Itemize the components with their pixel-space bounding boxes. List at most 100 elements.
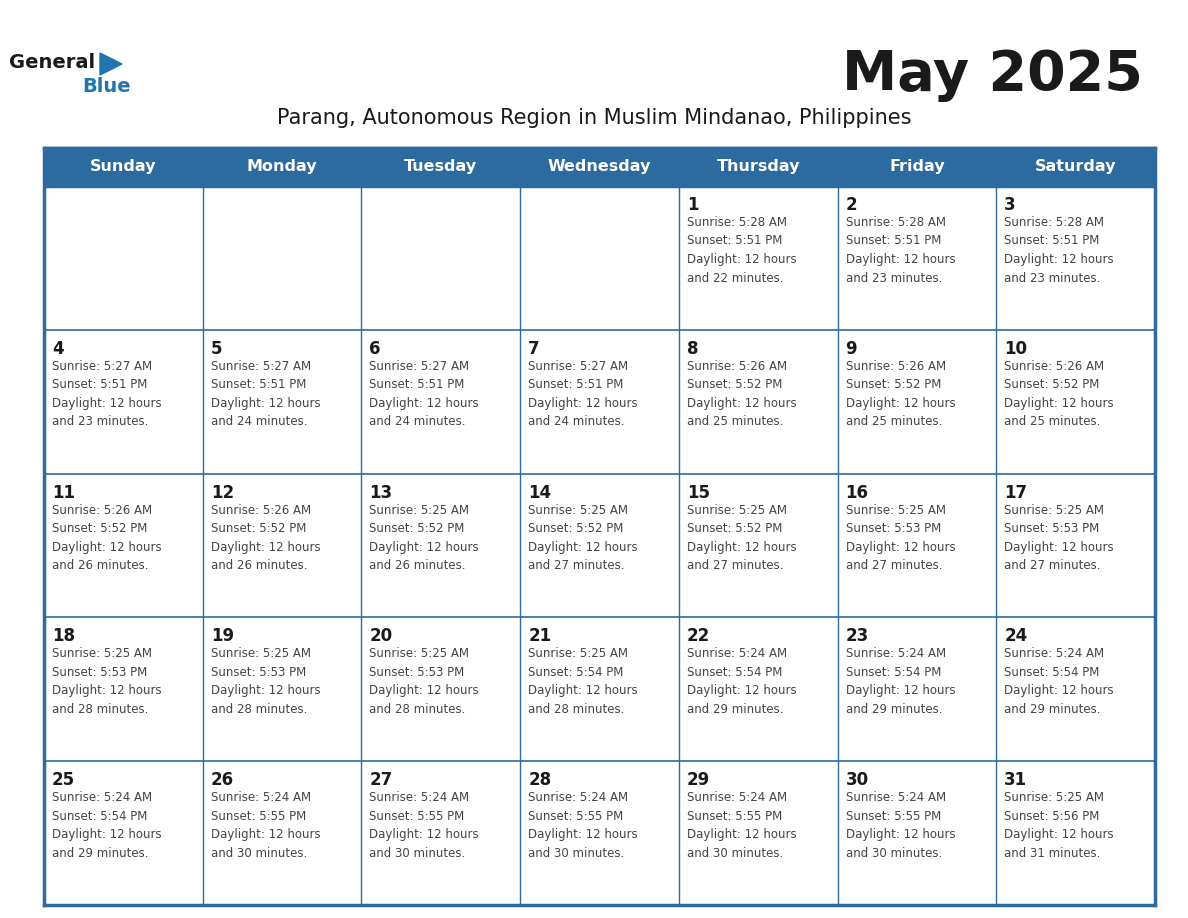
Text: Sunrise: 5:24 AM
Sunset: 5:55 PM
Daylight: 12 hours
and 30 minutes.: Sunrise: 5:24 AM Sunset: 5:55 PM Dayligh… xyxy=(210,791,321,859)
Text: 26: 26 xyxy=(210,771,234,789)
Text: Sunrise: 5:26 AM
Sunset: 5:52 PM
Daylight: 12 hours
and 25 minutes.: Sunrise: 5:26 AM Sunset: 5:52 PM Dayligh… xyxy=(846,360,955,429)
Text: Sunrise: 5:24 AM
Sunset: 5:54 PM
Daylight: 12 hours
and 29 minutes.: Sunrise: 5:24 AM Sunset: 5:54 PM Dayligh… xyxy=(846,647,955,716)
Text: Sunrise: 5:25 AM
Sunset: 5:53 PM
Daylight: 12 hours
and 28 minutes.: Sunrise: 5:25 AM Sunset: 5:53 PM Dayligh… xyxy=(369,647,479,716)
Text: 6: 6 xyxy=(369,340,381,358)
Text: Sunrise: 5:25 AM
Sunset: 5:53 PM
Daylight: 12 hours
and 27 minutes.: Sunrise: 5:25 AM Sunset: 5:53 PM Dayligh… xyxy=(846,504,955,572)
Text: 23: 23 xyxy=(846,627,868,645)
Text: 2: 2 xyxy=(846,196,858,214)
Bar xyxy=(44,618,203,761)
Bar xyxy=(520,618,678,761)
Text: Sunrise: 5:24 AM
Sunset: 5:55 PM
Daylight: 12 hours
and 30 minutes.: Sunrise: 5:24 AM Sunset: 5:55 PM Dayligh… xyxy=(687,791,796,859)
Text: Sunrise: 5:24 AM
Sunset: 5:55 PM
Daylight: 12 hours
and 30 minutes.: Sunrise: 5:24 AM Sunset: 5:55 PM Dayligh… xyxy=(369,791,479,859)
Text: Sunrise: 5:25 AM
Sunset: 5:53 PM
Daylight: 12 hours
and 28 minutes.: Sunrise: 5:25 AM Sunset: 5:53 PM Dayligh… xyxy=(52,647,162,716)
Bar xyxy=(361,186,520,330)
Bar xyxy=(520,148,678,186)
Bar xyxy=(44,330,203,474)
Text: 20: 20 xyxy=(369,627,392,645)
Text: 4: 4 xyxy=(52,340,64,358)
Text: Monday: Monday xyxy=(247,160,317,174)
Text: 3: 3 xyxy=(1004,196,1016,214)
Bar xyxy=(203,618,361,761)
Text: Sunrise: 5:26 AM
Sunset: 5:52 PM
Daylight: 12 hours
and 26 minutes.: Sunrise: 5:26 AM Sunset: 5:52 PM Dayligh… xyxy=(52,504,162,572)
Text: Thursday: Thursday xyxy=(716,160,800,174)
Bar xyxy=(520,761,678,905)
Text: 9: 9 xyxy=(846,340,858,358)
Text: 27: 27 xyxy=(369,771,393,789)
Text: Sunrise: 5:25 AM
Sunset: 5:56 PM
Daylight: 12 hours
and 31 minutes.: Sunrise: 5:25 AM Sunset: 5:56 PM Dayligh… xyxy=(1004,791,1114,859)
Bar xyxy=(203,330,361,474)
Text: Sunrise: 5:24 AM
Sunset: 5:54 PM
Daylight: 12 hours
and 29 minutes.: Sunrise: 5:24 AM Sunset: 5:54 PM Dayligh… xyxy=(1004,647,1114,716)
Text: May 2025: May 2025 xyxy=(842,48,1143,102)
Text: 7: 7 xyxy=(529,340,539,358)
Text: 14: 14 xyxy=(529,484,551,501)
Text: 29: 29 xyxy=(687,771,710,789)
Text: Sunrise: 5:25 AM
Sunset: 5:52 PM
Daylight: 12 hours
and 26 minutes.: Sunrise: 5:25 AM Sunset: 5:52 PM Dayligh… xyxy=(369,504,479,572)
Text: 10: 10 xyxy=(1004,340,1028,358)
Text: 11: 11 xyxy=(52,484,75,501)
Text: Sunrise: 5:24 AM
Sunset: 5:54 PM
Daylight: 12 hours
and 29 minutes.: Sunrise: 5:24 AM Sunset: 5:54 PM Dayligh… xyxy=(687,647,796,716)
Bar xyxy=(203,148,361,186)
Bar xyxy=(203,186,361,330)
Text: Friday: Friday xyxy=(889,160,944,174)
Text: Sunrise: 5:26 AM
Sunset: 5:52 PM
Daylight: 12 hours
and 25 minutes.: Sunrise: 5:26 AM Sunset: 5:52 PM Dayligh… xyxy=(687,360,796,429)
Text: 17: 17 xyxy=(1004,484,1028,501)
Text: 30: 30 xyxy=(846,771,868,789)
Text: Blue: Blue xyxy=(83,77,132,96)
Bar xyxy=(361,148,520,186)
Text: 5: 5 xyxy=(210,340,222,358)
Bar xyxy=(838,761,997,905)
Text: Sunrise: 5:28 AM
Sunset: 5:51 PM
Daylight: 12 hours
and 22 minutes.: Sunrise: 5:28 AM Sunset: 5:51 PM Dayligh… xyxy=(687,216,796,285)
Text: Sunrise: 5:25 AM
Sunset: 5:52 PM
Daylight: 12 hours
and 27 minutes.: Sunrise: 5:25 AM Sunset: 5:52 PM Dayligh… xyxy=(687,504,796,572)
Text: Sunrise: 5:24 AM
Sunset: 5:55 PM
Daylight: 12 hours
and 30 minutes.: Sunrise: 5:24 AM Sunset: 5:55 PM Dayligh… xyxy=(529,791,638,859)
Bar xyxy=(44,761,203,905)
Text: 25: 25 xyxy=(52,771,75,789)
Text: Sunrise: 5:25 AM
Sunset: 5:53 PM
Daylight: 12 hours
and 28 minutes.: Sunrise: 5:25 AM Sunset: 5:53 PM Dayligh… xyxy=(210,647,321,716)
Bar xyxy=(203,474,361,618)
Bar xyxy=(678,761,838,905)
Bar xyxy=(44,148,203,186)
Bar xyxy=(838,330,997,474)
Text: 31: 31 xyxy=(1004,771,1028,789)
Bar xyxy=(838,618,997,761)
Bar xyxy=(361,474,520,618)
Text: Sunrise: 5:27 AM
Sunset: 5:51 PM
Daylight: 12 hours
and 23 minutes.: Sunrise: 5:27 AM Sunset: 5:51 PM Dayligh… xyxy=(52,360,162,429)
Bar xyxy=(520,186,678,330)
Bar xyxy=(678,330,838,474)
Bar xyxy=(361,330,520,474)
Text: 16: 16 xyxy=(846,484,868,501)
Text: Sunrise: 5:27 AM
Sunset: 5:51 PM
Daylight: 12 hours
and 24 minutes.: Sunrise: 5:27 AM Sunset: 5:51 PM Dayligh… xyxy=(210,360,321,429)
Bar xyxy=(361,761,520,905)
Bar xyxy=(520,474,678,618)
Bar xyxy=(678,474,838,618)
Text: Saturday: Saturday xyxy=(1035,160,1117,174)
Polygon shape xyxy=(100,53,122,75)
Text: Sunrise: 5:24 AM
Sunset: 5:54 PM
Daylight: 12 hours
and 29 minutes.: Sunrise: 5:24 AM Sunset: 5:54 PM Dayligh… xyxy=(52,791,162,859)
Text: 1: 1 xyxy=(687,196,699,214)
Text: Sunrise: 5:27 AM
Sunset: 5:51 PM
Daylight: 12 hours
and 24 minutes.: Sunrise: 5:27 AM Sunset: 5:51 PM Dayligh… xyxy=(369,360,479,429)
Bar xyxy=(997,761,1155,905)
Text: 13: 13 xyxy=(369,484,392,501)
Text: 15: 15 xyxy=(687,484,710,501)
Text: Sunrise: 5:28 AM
Sunset: 5:51 PM
Daylight: 12 hours
and 23 minutes.: Sunrise: 5:28 AM Sunset: 5:51 PM Dayligh… xyxy=(846,216,955,285)
Bar xyxy=(520,330,678,474)
Text: Sunrise: 5:25 AM
Sunset: 5:52 PM
Daylight: 12 hours
and 27 minutes.: Sunrise: 5:25 AM Sunset: 5:52 PM Dayligh… xyxy=(529,504,638,572)
Text: Sunrise: 5:25 AM
Sunset: 5:53 PM
Daylight: 12 hours
and 27 minutes.: Sunrise: 5:25 AM Sunset: 5:53 PM Dayligh… xyxy=(1004,504,1114,572)
Text: Sunrise: 5:26 AM
Sunset: 5:52 PM
Daylight: 12 hours
and 25 minutes.: Sunrise: 5:26 AM Sunset: 5:52 PM Dayligh… xyxy=(1004,360,1114,429)
Bar xyxy=(997,618,1155,761)
Bar xyxy=(678,618,838,761)
Text: Sunrise: 5:25 AM
Sunset: 5:54 PM
Daylight: 12 hours
and 28 minutes.: Sunrise: 5:25 AM Sunset: 5:54 PM Dayligh… xyxy=(529,647,638,716)
Bar xyxy=(838,148,997,186)
Text: 19: 19 xyxy=(210,627,234,645)
Text: 12: 12 xyxy=(210,484,234,501)
Text: 8: 8 xyxy=(687,340,699,358)
Text: 21: 21 xyxy=(529,627,551,645)
Bar xyxy=(997,330,1155,474)
Text: Wednesday: Wednesday xyxy=(548,160,651,174)
Text: Sunrise: 5:28 AM
Sunset: 5:51 PM
Daylight: 12 hours
and 23 minutes.: Sunrise: 5:28 AM Sunset: 5:51 PM Dayligh… xyxy=(1004,216,1114,285)
Bar xyxy=(361,618,520,761)
Text: Sunrise: 5:24 AM
Sunset: 5:55 PM
Daylight: 12 hours
and 30 minutes.: Sunrise: 5:24 AM Sunset: 5:55 PM Dayligh… xyxy=(846,791,955,859)
Text: 24: 24 xyxy=(1004,627,1028,645)
Bar xyxy=(997,148,1155,186)
Bar xyxy=(997,186,1155,330)
Bar xyxy=(44,186,203,330)
